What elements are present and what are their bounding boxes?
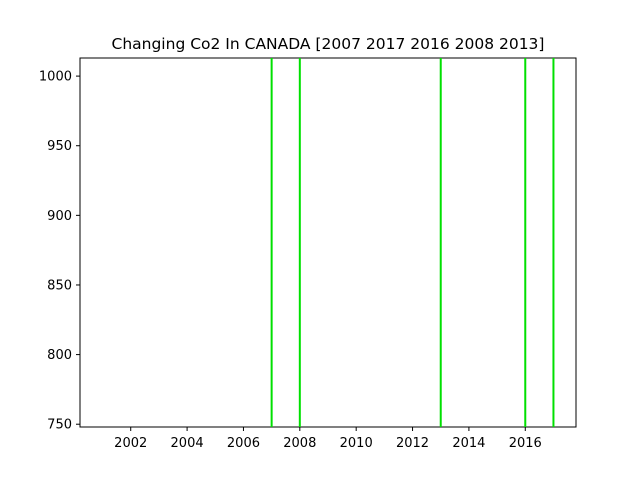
x-tick-label: 2006 — [227, 436, 260, 451]
y-tick-label: 800 — [47, 348, 72, 363]
x-tick-label: 2012 — [396, 436, 429, 451]
series-lines — [270, 58, 555, 427]
y-tick-label: 850 — [47, 278, 72, 293]
y-axis: 750 800 850 900 950 1000 — [39, 70, 80, 433]
x-tick-label: 2016 — [509, 436, 542, 451]
x-tick-label: 2002 — [114, 436, 147, 451]
y-tick-label: 1000 — [39, 70, 72, 85]
x-tick-label: 2010 — [340, 436, 373, 451]
x-tick-label: 2014 — [452, 436, 485, 451]
x-tick-label: 2008 — [283, 436, 316, 451]
y-tick-label: 750 — [47, 418, 72, 433]
chart-title: Changing Co2 In CANADA [2007 2017 2016 2… — [112, 35, 545, 53]
axes-frame — [79, 57, 577, 428]
x-axis: 2002 2004 2006 2008 2010 2012 2014 2016 — [114, 427, 542, 451]
y-tick-label: 900 — [47, 209, 72, 224]
y-tick-label: 950 — [47, 139, 72, 154]
x-tick-label: 2004 — [171, 436, 204, 451]
plot-area — [79, 57, 577, 428]
